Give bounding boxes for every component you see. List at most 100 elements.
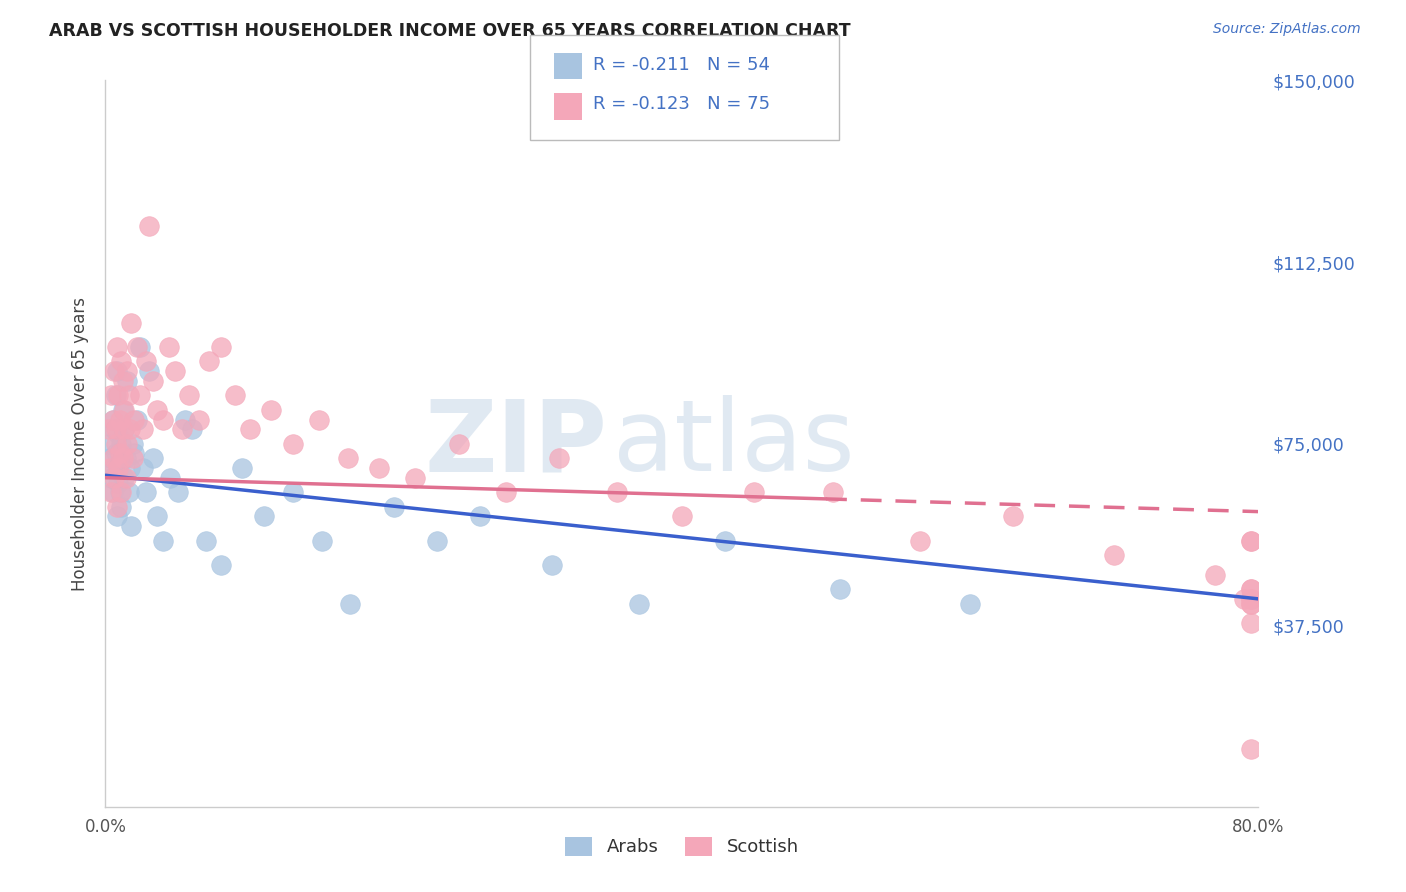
Point xyxy=(111,451,134,466)
Point xyxy=(107,388,129,402)
Point xyxy=(105,364,128,378)
Point xyxy=(108,446,131,460)
Point xyxy=(541,558,564,572)
Point xyxy=(1240,616,1263,631)
Point xyxy=(120,316,142,330)
Point xyxy=(1240,533,1263,548)
Point xyxy=(121,451,143,466)
Point xyxy=(142,451,165,466)
Point xyxy=(112,402,135,417)
Point xyxy=(112,422,135,436)
Point xyxy=(1240,591,1263,606)
Point xyxy=(1204,567,1226,582)
Point xyxy=(108,456,131,470)
Point xyxy=(114,471,136,485)
Point xyxy=(426,533,449,548)
Point xyxy=(209,558,232,572)
Point xyxy=(1240,597,1263,611)
Point xyxy=(1102,548,1125,562)
Point xyxy=(606,485,628,500)
Point xyxy=(112,422,135,436)
Point xyxy=(159,471,181,485)
Point xyxy=(100,471,122,485)
Point xyxy=(166,485,188,500)
Point xyxy=(107,475,129,490)
Point xyxy=(104,446,127,460)
Point xyxy=(107,461,129,475)
Point xyxy=(231,461,253,475)
Point xyxy=(146,402,169,417)
Point xyxy=(239,422,262,436)
Text: Source: ZipAtlas.com: Source: ZipAtlas.com xyxy=(1213,22,1361,37)
Point xyxy=(115,436,138,450)
Point xyxy=(336,451,359,466)
Point xyxy=(101,485,124,500)
Point xyxy=(101,412,124,426)
Point xyxy=(188,412,211,426)
Point xyxy=(108,485,131,500)
Point xyxy=(627,597,650,611)
Point xyxy=(111,402,134,417)
Point xyxy=(104,422,127,436)
Point xyxy=(104,388,127,402)
Point xyxy=(1240,591,1263,606)
Point xyxy=(714,533,737,548)
Point xyxy=(823,485,845,500)
Point xyxy=(495,485,517,500)
Point xyxy=(209,340,232,354)
Point xyxy=(152,533,174,548)
Point xyxy=(908,533,931,548)
Point xyxy=(97,422,120,436)
Point xyxy=(1240,597,1263,611)
Point xyxy=(1002,509,1025,524)
Point xyxy=(311,533,333,548)
Text: R = -0.123   N = 75: R = -0.123 N = 75 xyxy=(593,95,770,113)
Point xyxy=(671,509,693,524)
Point xyxy=(382,500,405,514)
Point xyxy=(135,485,157,500)
Y-axis label: Householder Income Over 65 years: Householder Income Over 65 years xyxy=(70,297,89,591)
Point xyxy=(103,471,125,485)
Point xyxy=(129,388,152,402)
Point xyxy=(260,402,283,417)
Point xyxy=(107,427,129,442)
Point xyxy=(103,461,125,475)
Point xyxy=(138,364,160,378)
Point xyxy=(129,340,152,354)
Point xyxy=(101,451,124,466)
Text: R = -0.211   N = 54: R = -0.211 N = 54 xyxy=(593,56,770,74)
Point xyxy=(308,412,330,426)
Point xyxy=(120,519,142,533)
Point xyxy=(110,436,132,450)
Text: ZIP: ZIP xyxy=(425,395,607,492)
Point xyxy=(195,533,218,548)
Point xyxy=(404,471,426,485)
Point xyxy=(98,451,121,466)
Point xyxy=(98,461,121,475)
Point xyxy=(157,340,180,354)
Point xyxy=(163,364,186,378)
Point xyxy=(548,451,571,466)
Point xyxy=(110,500,132,514)
Point xyxy=(132,461,155,475)
Point xyxy=(1240,742,1263,756)
Point xyxy=(152,412,174,426)
Point xyxy=(281,436,304,450)
Point xyxy=(111,374,134,388)
Point xyxy=(368,461,391,475)
Point xyxy=(142,374,165,388)
Point xyxy=(1233,591,1256,606)
Point xyxy=(118,461,141,475)
Point xyxy=(115,374,138,388)
Point xyxy=(132,422,155,436)
Point xyxy=(447,436,470,450)
Point xyxy=(180,422,204,436)
Point xyxy=(124,412,146,426)
Legend: Arabs, Scottish: Arabs, Scottish xyxy=(558,830,806,863)
Point xyxy=(1240,582,1263,597)
Point xyxy=(198,354,221,368)
Point xyxy=(127,340,149,354)
Point xyxy=(959,597,981,611)
Point xyxy=(114,451,136,466)
Point xyxy=(173,412,195,426)
